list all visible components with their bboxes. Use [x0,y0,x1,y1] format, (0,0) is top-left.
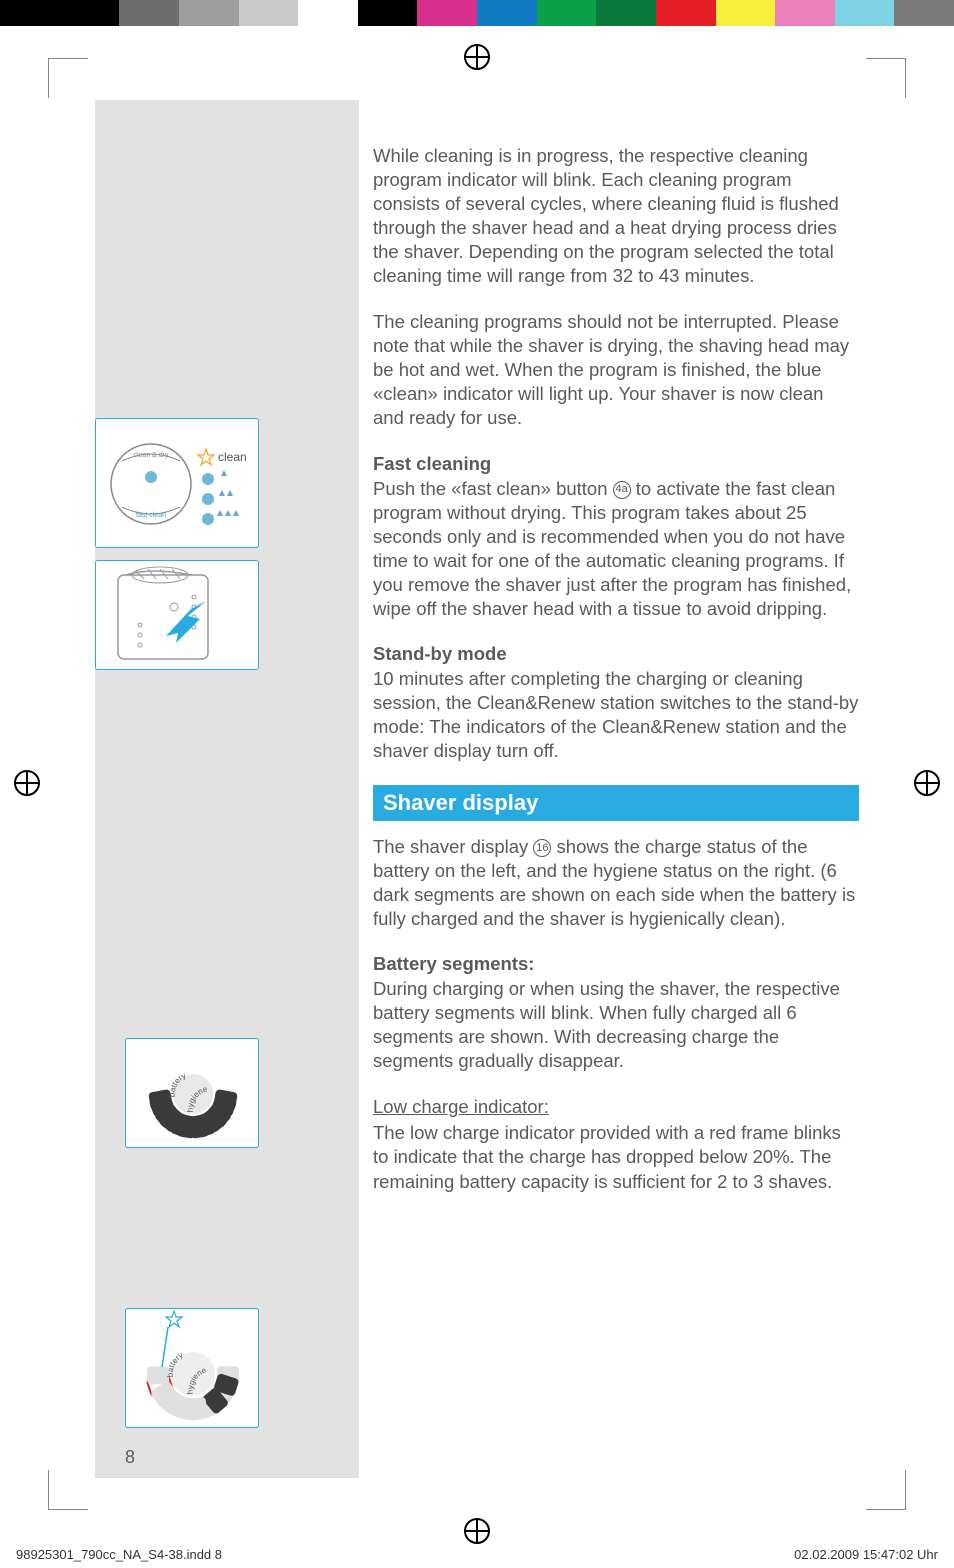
paragraph-standby: 10 minutes after completing the charging… [373,667,859,763]
crop-mark [48,58,88,98]
crop-mark [866,1470,906,1510]
footer-filename: 98925301_790cc_NA_S4-38.indd 8 [16,1547,222,1562]
color-swatch [477,0,537,26]
paragraph-cleaning-progress: While cleaning is in progress, the respe… [373,144,859,288]
print-color-bar [0,0,954,26]
color-swatch [60,0,120,26]
color-swatch [417,0,477,26]
banner-shaver-display: Shaver display [373,785,859,821]
registration-mark-left [14,770,40,796]
right-column: While cleaning is in progress, the respe… [359,100,859,1478]
ref-4a: 4a [613,481,631,499]
heading-standby: Stand-by mode [373,643,859,665]
ref-16: 16 [533,839,551,857]
color-swatch [119,0,179,26]
color-swatch [358,0,418,26]
crop-mark [866,58,906,98]
paragraph-shaver-display: The shaver display 16 shows the charge s… [373,835,859,931]
footer-timestamp: 02.02.2009 15:47:02 Uhr [794,1547,938,1562]
registration-mark-bottom [464,1518,490,1544]
left-column: 8 [95,100,359,1478]
page-content: 8 While cleaning is in progress, the res… [95,100,859,1478]
color-swatch [0,0,60,26]
heading-low-charge: Low charge indicator: [373,1095,859,1119]
paragraph-battery-segments: During charging or when using the shaver… [373,977,859,1073]
color-swatch [179,0,239,26]
color-swatch [656,0,716,26]
color-swatch [716,0,776,26]
text-fragment: Push the «fast clean» button [373,478,613,499]
color-swatch [298,0,358,26]
registration-mark-top [464,44,490,70]
heading-fast-cleaning: Fast cleaning [373,453,859,475]
color-swatch [239,0,299,26]
text-fragment: The shaver display [373,836,533,857]
color-swatch [775,0,835,26]
paragraph-low-charge: The low charge indicator provided with a… [373,1121,859,1193]
text-underline: Low charge indicator: [373,1096,549,1117]
color-swatch [596,0,656,26]
page-number: 8 [125,1447,135,1468]
color-swatch [894,0,954,26]
crop-mark [48,1470,88,1510]
color-swatch [537,0,597,26]
registration-mark-right [914,770,940,796]
paragraph-cleaning-interrupt: The cleaning programs should not be inte… [373,310,859,430]
print-footer: 98925301_790cc_NA_S4-38.indd 8 02.02.200… [16,1547,938,1562]
paragraph-fast-cleaning: Push the «fast clean» button 4a to activ… [373,477,859,621]
color-swatch [835,0,895,26]
heading-battery-segments: Battery segments: [373,953,859,975]
